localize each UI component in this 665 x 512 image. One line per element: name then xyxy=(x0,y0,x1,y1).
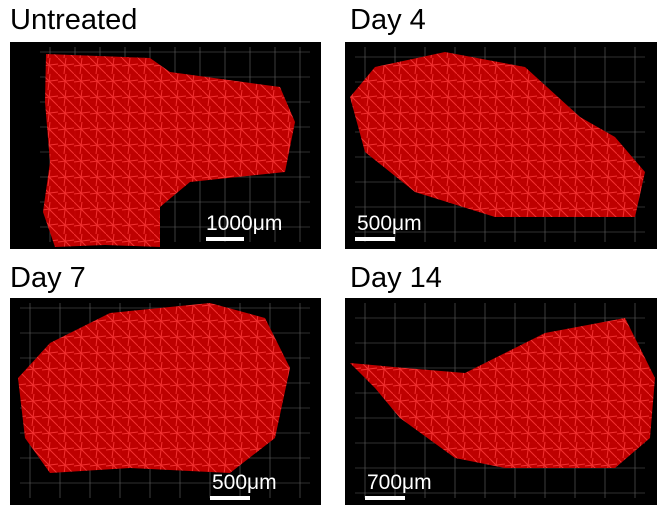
panel-untreated: 1000μm xyxy=(10,42,321,249)
scale-bar-untreated xyxy=(206,237,244,241)
micrograph-day-4 xyxy=(350,47,645,242)
panel-label-untreated: Untreated xyxy=(10,4,138,36)
scale-label-day-7: 500μm xyxy=(212,471,277,494)
scale-bar-day-14 xyxy=(365,496,405,500)
panel-label-day-14: Day 14 xyxy=(350,262,442,294)
micrograph-untreated xyxy=(40,47,310,247)
scale-label-day-4: 500μm xyxy=(357,212,422,235)
micrograph-day-14 xyxy=(350,303,655,498)
panel-day-7: 500μm xyxy=(10,298,321,505)
scale-bar-day-4 xyxy=(355,237,395,241)
panel-day-14: 700μm xyxy=(345,298,657,505)
scale-bar-day-7 xyxy=(210,496,250,500)
panel-day-4: 500μm xyxy=(345,42,657,249)
micrograph-day-7 xyxy=(18,303,310,498)
scale-label-untreated: 1000μm xyxy=(206,212,283,235)
panel-label-day-4: Day 4 xyxy=(350,4,426,36)
scale-label-day-14: 700μm xyxy=(367,471,432,494)
panel-label-day-7: Day 7 xyxy=(10,262,86,294)
